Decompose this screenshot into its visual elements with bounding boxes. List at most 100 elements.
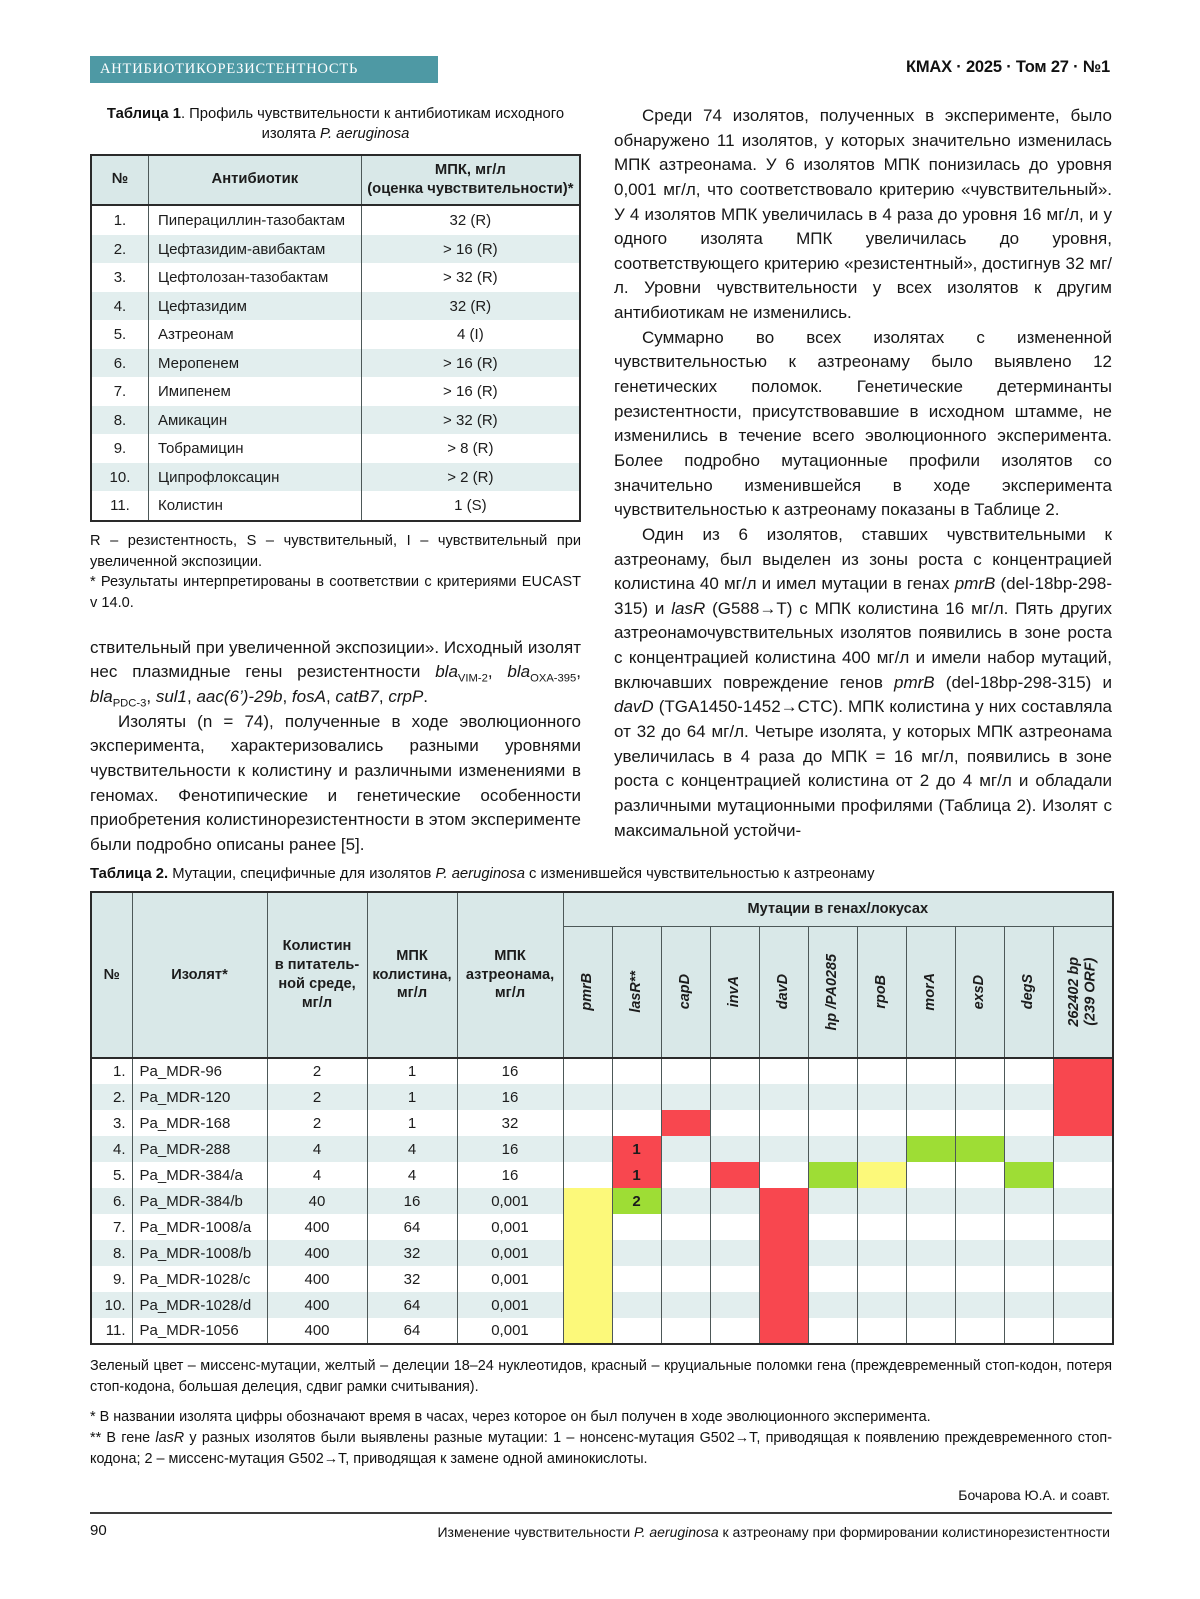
row-number-cell: 2.	[90, 234, 149, 264]
mutation-cell-pmrB	[562, 1058, 613, 1084]
gene-column-header-pmrB: pmrB	[562, 926, 613, 1059]
mutation-cell-lasR	[611, 1084, 662, 1110]
mutation-cell-262402-bp-239-ORF	[1052, 1136, 1114, 1162]
mutation-cell-exsD	[954, 1240, 1005, 1266]
mutation-cell-capD	[660, 1292, 711, 1318]
left-paragraph-1: ствительный при увеличенной экспозиции».…	[90, 637, 581, 710]
table2-caption: Таблица 2. Мутации, специфичные для изол…	[90, 866, 875, 882]
table2-header-mic-colistin: МПК колистина, мг/л	[366, 892, 458, 1059]
mic-colistin-cell: 4	[366, 1162, 458, 1188]
mutation-cell-davD	[758, 1292, 809, 1318]
mic-value-cell: > 16 (R)	[360, 377, 581, 406]
mic-aztreonam-cell: 0,001	[456, 1188, 564, 1214]
table1-row: 9. Тобрамицин > 8 (R)	[90, 434, 581, 463]
mic-value-cell: > 2 (R)	[360, 462, 581, 492]
mutation-cell-davD	[758, 1136, 809, 1162]
mic-value-cell: > 32 (R)	[360, 263, 581, 292]
mutation-cell-lasR	[611, 1266, 662, 1292]
table2-footnote-star: * В названии изолята цифры обозначают вр…	[90, 1408, 931, 1425]
mutation-cell-exsD	[954, 1318, 1005, 1344]
table2-row: 2. Pa_MDR-120 2 1 16	[90, 1084, 1114, 1110]
colistin-medium-cell: 2	[266, 1110, 368, 1136]
mutation-cell-hp-PA0285	[807, 1084, 858, 1110]
antibiotic-name-cell: Меропенем	[147, 348, 362, 378]
mutation-cell-lasR	[611, 1240, 662, 1266]
mutation-cell-lasR	[611, 1292, 662, 1318]
table2-row: 10. Pa_MDR-1028/d 400 64 0,001	[90, 1292, 1114, 1318]
mutation-cell-davD	[758, 1266, 809, 1292]
mutation-cell-capD	[660, 1266, 711, 1292]
right-column: Среди 74 изолятов, полученных в эксперим…	[614, 104, 1112, 843]
antibiotic-name-cell: Цефтазидим	[147, 291, 362, 321]
mic-aztreonam-cell: 0,001	[456, 1266, 564, 1292]
table2-row: 6. Pa_MDR-384/b 40 16 0,001 2	[90, 1188, 1114, 1214]
isolate-name-cell: Pa_MDR-120	[131, 1084, 268, 1110]
mutation-cell-invA	[709, 1136, 760, 1162]
footer-rule	[90, 1512, 1112, 1514]
row-number-cell: 6.	[90, 348, 149, 378]
gene-column-header-rpoB: rpoB	[856, 926, 907, 1059]
mutation-cell-262402-bp-239-ORF	[1052, 1058, 1114, 1084]
mutation-cell-lasR: 1	[611, 1136, 662, 1162]
row-number-cell: 11.	[90, 1318, 133, 1344]
mic-value-cell: > 8 (R)	[360, 434, 581, 463]
mutation-cell-hp-PA0285	[807, 1188, 858, 1214]
mutation-cell-davD	[758, 1162, 809, 1188]
table2-gene-header-row: pmrB lasR** capD invA davD hp /PA0285 rpoB morA…	[91, 926, 1114, 1059]
gene-column-header-degS: degS	[1003, 926, 1054, 1059]
mutation-cell-pmrB	[562, 1162, 613, 1188]
gene-column-header-davD: davD	[758, 926, 809, 1059]
table2-footnote-doublestar: ** В гене lasR у разных изолятов были вы…	[90, 1429, 1112, 1467]
mutation-cell-degS	[1003, 1110, 1054, 1136]
mic-aztreonam-cell: 16	[456, 1084, 564, 1110]
mutation-cell-hp-PA0285	[807, 1240, 858, 1266]
mic-colistin-cell: 32	[366, 1240, 458, 1266]
table2-header-num: №	[90, 892, 133, 1059]
mutation-cell-morA	[905, 1214, 956, 1240]
table2-header-mutations-span: Мутации в генах/локусах	[562, 892, 1114, 927]
mutation-cell-invA	[709, 1110, 760, 1136]
mutation-cell-capD	[660, 1136, 711, 1162]
table1-row: 7. Имипенем > 16 (R)	[90, 377, 581, 406]
row-number-cell: 9.	[90, 1266, 133, 1292]
table2-body: 1. Pa_MDR-96 2 1 16 2. Pa_MDR-120 2 1 16 3. Pa_MDR-…	[90, 1058, 1114, 1344]
mic-value-cell: 32 (R)	[360, 205, 581, 235]
mutation-cell-capD	[660, 1110, 711, 1136]
mutation-cell-pmrB	[562, 1110, 613, 1136]
mutation-cell-hp-PA0285	[807, 1292, 858, 1318]
mutation-cell-rpoB	[856, 1110, 907, 1136]
mutation-cell-invA	[709, 1058, 760, 1084]
mutation-cell-lasR: 2	[611, 1188, 662, 1214]
antibiotic-name-cell: Амикацин	[147, 405, 362, 435]
mutation-cell-exsD	[954, 1266, 1005, 1292]
mutation-cell-davD	[758, 1318, 809, 1344]
row-number-cell: 10.	[90, 1292, 133, 1318]
mic-colistin-cell: 1	[366, 1058, 458, 1084]
mutation-cell-capD	[660, 1162, 711, 1188]
isolate-name-cell: Pa_MDR-1028/c	[131, 1266, 268, 1292]
table2-footnotes: Зеленый цвет – миссенс-мутации, желтый –…	[90, 1356, 1112, 1469]
mutation-cell-capD	[660, 1188, 711, 1214]
table1-row: 8. Амикацин > 32 (R)	[90, 405, 581, 435]
mutation-cell-lasR	[611, 1058, 662, 1084]
mutation-cell-invA	[709, 1214, 760, 1240]
gene-column-header-lasR: lasR**	[611, 926, 662, 1059]
mutation-cell-degS	[1003, 1240, 1054, 1266]
mutation-cell-invA	[709, 1188, 760, 1214]
mic-value-cell: 4 (I)	[360, 320, 581, 349]
table1-row: 10. Ципрофлоксацин > 2 (R)	[90, 462, 581, 492]
mutation-cell-invA	[709, 1240, 760, 1266]
mutation-cell-262402-bp-239-ORF	[1052, 1240, 1114, 1266]
row-number-cell: 7.	[90, 377, 149, 406]
antibiotic-name-cell: Цефтолозан-тазобактам	[147, 263, 362, 292]
row-number-cell: 3.	[90, 1110, 133, 1136]
mic-value-cell: 32 (R)	[360, 291, 581, 321]
mutation-cell-morA	[905, 1084, 956, 1110]
table1-footnote-rsi: R – резистентность, S – чувствительный, …	[90, 532, 581, 570]
table2-row: 7. Pa_MDR-1008/a 400 64 0,001	[90, 1214, 1114, 1240]
table1-row: 1. Пиперациллин-тазобактам 32 (R)	[90, 205, 581, 235]
row-number-cell: 6.	[90, 1188, 133, 1214]
row-number-cell: 10.	[90, 462, 149, 492]
antibiotic-name-cell: Цефтазидим-авибактам	[147, 234, 362, 264]
